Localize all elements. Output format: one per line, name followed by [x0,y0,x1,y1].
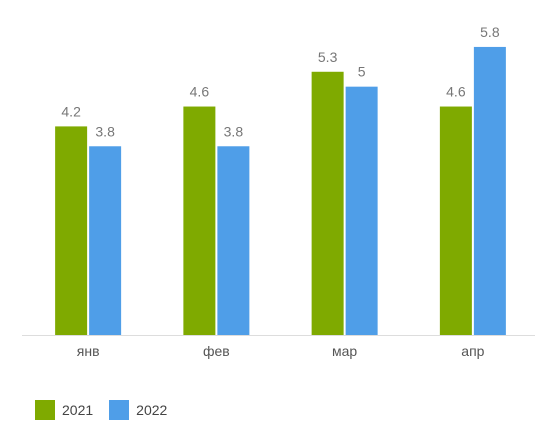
bar-2021-2[interactable] [183,106,216,336]
data-label-series-1-1: 4.2 [61,103,81,119]
legend-label-series-2: 2022 [136,402,168,418]
x-tick-label-3: мар [332,343,357,359]
bar-2021-1[interactable] [55,126,88,336]
data-label-series-1-3: 5.3 [318,49,338,65]
bar-2021-4[interactable] [439,106,472,336]
x-tick-label-2: фев [203,343,230,359]
legend-item-series-1[interactable]: 2021 [35,400,93,420]
x-tick-label-4: апр [461,343,484,359]
bar-2022-1[interactable] [89,146,122,335]
data-label-series-2-1: 3.8 [95,123,115,139]
data-label-series-2-2: 3.8 [224,123,244,139]
data-label-series-2-4: 5.8 [480,24,500,40]
legend-label-series-1: 2021 [62,402,94,418]
bars-group [55,46,506,336]
legend-swatch-series-1 [35,400,55,420]
legend: 2021 2022 [35,400,183,420]
legend-item-series-2[interactable]: 2022 [109,400,167,420]
bar-2022-4[interactable] [473,46,506,335]
data-label-series-1-2: 4.6 [190,84,210,100]
x-tick-labels-group: янв фев мар апр [77,343,485,359]
legend-swatch-series-2 [109,400,130,420]
data-labels-group: 4.2 3.8 4.6 3.8 5.3 5 4.6 5.8 [61,24,499,139]
x-tick-label-1: янв [77,343,100,359]
bar-2022-3[interactable] [345,86,378,336]
bar-2022-2[interactable] [217,146,250,335]
bar-2021-3[interactable] [311,71,344,336]
bar-chart: 4.2 3.8 4.6 3.8 5.3 5 4.6 5.8 янв фев мар апр [22,24,535,359]
data-label-series-2-3: 5 [358,64,366,80]
data-label-series-1-4: 4.6 [446,84,466,100]
